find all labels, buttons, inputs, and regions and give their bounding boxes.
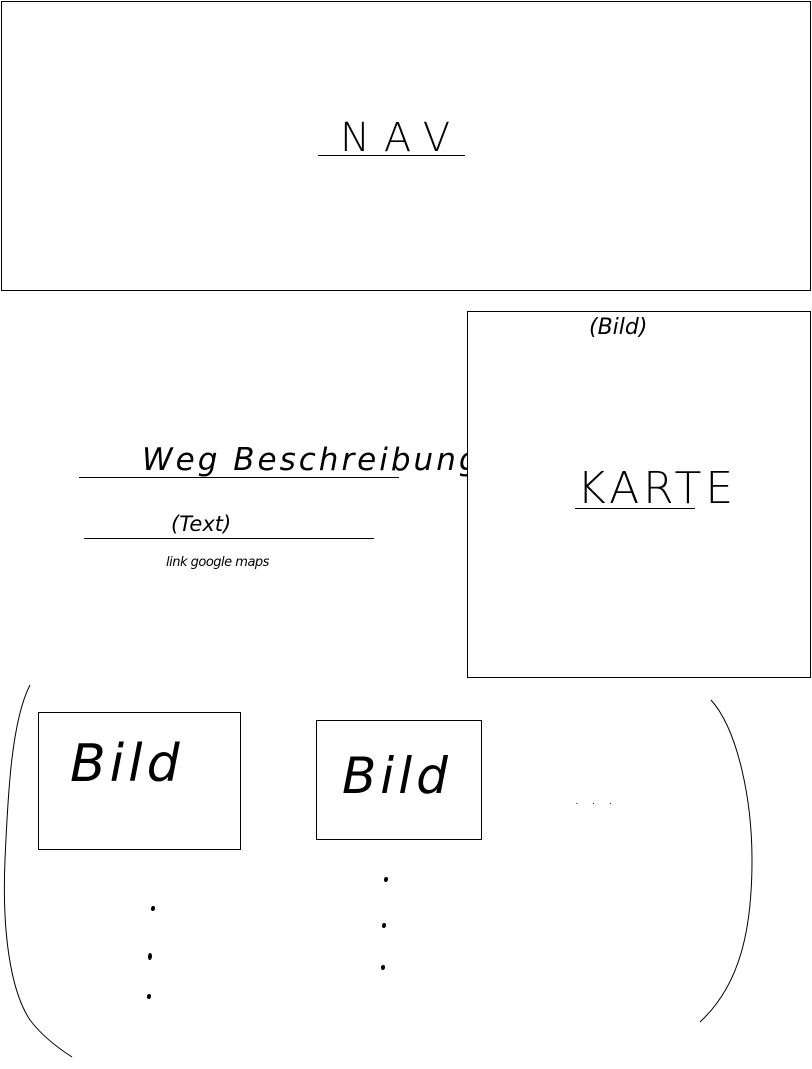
google-maps-link[interactable]: link google maps	[166, 555, 269, 570]
gallery-1-bullet-1	[151, 906, 155, 911]
gallery-left-bracket	[3, 684, 73, 1058]
gallery-image-1[interactable]	[38, 712, 241, 850]
gallery-2-bullet-2	[382, 923, 386, 928]
gallery-1-bullet-3	[147, 994, 151, 999]
map-label: KARTE	[577, 463, 738, 514]
directions-heading-underline	[79, 477, 399, 478]
directions-text-placeholder: (Text)	[171, 512, 232, 536]
map-image-label: (Bild)	[589, 315, 648, 340]
gallery-image-1-label: Bild	[70, 734, 184, 794]
nav-box[interactable]	[1, 1, 811, 291]
directions-text-underline	[84, 538, 374, 539]
gallery-more-indicator: ...	[574, 788, 625, 809]
gallery-2-bullet-3	[381, 965, 385, 970]
directions-heading: Weg Beschreibung	[142, 442, 482, 478]
nav-label: NAV	[340, 115, 465, 161]
gallery-right-bracket	[699, 699, 753, 1023]
map-label-underline	[575, 508, 695, 509]
gallery-image-2[interactable]	[316, 720, 482, 840]
gallery-1-bullet-2	[148, 953, 152, 960]
nav-underline	[318, 155, 465, 156]
gallery-image-2-label: Bild	[342, 747, 452, 805]
map-panel[interactable]	[467, 311, 811, 678]
gallery-2-bullet-1	[384, 877, 388, 882]
